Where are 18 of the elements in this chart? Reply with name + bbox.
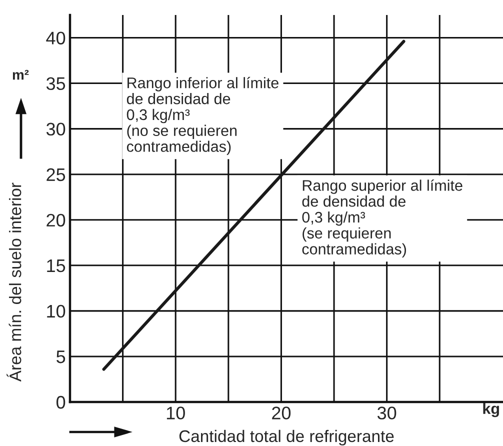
annotation: Rango superior al límite de densidad de 0,3 kg/m³ (se requieren contramedidas): [302, 179, 462, 258]
y-tick-label: 25: [46, 168, 66, 182]
y-tick-label: 30: [46, 122, 66, 136]
x-axis-title: Cantidad total de refrigerante: [179, 430, 394, 446]
x-tick-label: 10: [166, 406, 185, 420]
y-tick-label: 35: [46, 77, 66, 90]
y-axis-title: Área mín. del suelo interior: [6, 182, 22, 382]
y-tick-label: 5: [56, 350, 66, 364]
text: m²: [12, 70, 29, 80]
x-tick-label: 20: [272, 406, 291, 420]
y-tick-label: 0: [56, 396, 66, 409]
y-tick-label: 40: [46, 32, 66, 44]
y-tick-label: 20: [46, 214, 66, 227]
y-tick-label: 15: [47, 260, 66, 272]
y-tick-label: 10: [47, 304, 66, 318]
annotation: Rango inferior al límite de densidad de 0,3 kg/m³ (no se requieren contramedidas): [126, 76, 278, 155]
text: kg: [483, 402, 499, 418]
x-tick-label: 30: [377, 406, 396, 420]
